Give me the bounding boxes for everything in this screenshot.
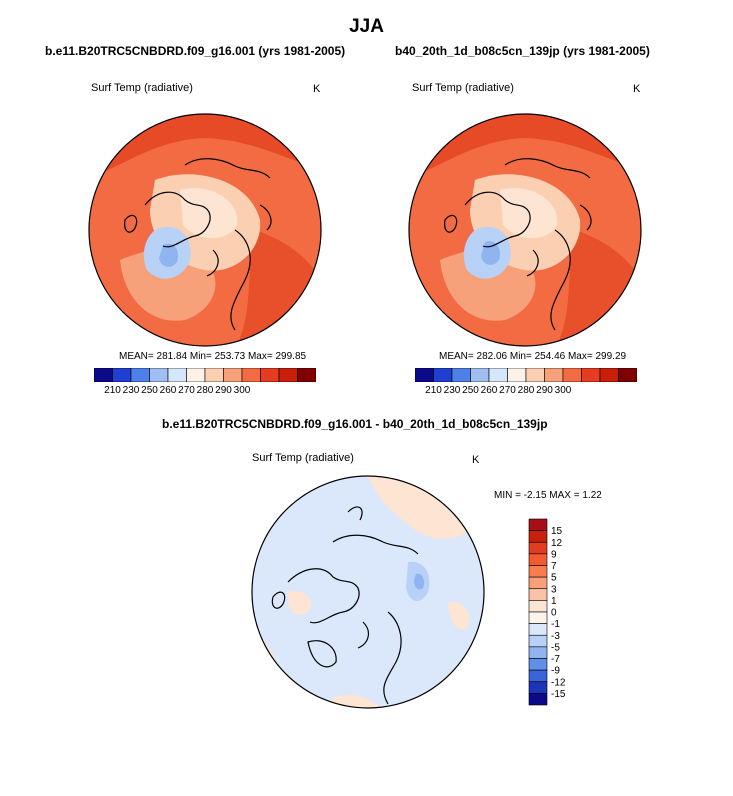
right-colorbar-swatch: [414, 367, 434, 383]
left-colorbar-tick-label: 210: [104, 385, 121, 396]
diff-colorbar-swatch: [528, 681, 548, 694]
diff-colorbar-tick-label: -9: [551, 666, 560, 677]
left-colorbar-swatch: [223, 367, 243, 383]
left-colorbar-swatch: [186, 367, 206, 383]
right-colorbar: [414, 367, 638, 387]
diff-colorbar-swatch: [528, 658, 548, 671]
diff-colorbar-tick-label: 3: [551, 584, 557, 595]
right-variable-label: Surf Temp (radiative): [412, 82, 514, 94]
diff-colorbar-tick-label: -7: [551, 654, 560, 665]
left-colorbar-swatch: [204, 367, 224, 383]
diff-colorbar-swatch: [528, 541, 548, 555]
left-colorbar-tick-label: 290: [215, 385, 232, 396]
right-colorbar-tick-label: 270: [499, 385, 516, 396]
left-colorbar-swatch: [93, 367, 113, 383]
left-stats: MEAN= 281.84 Min= 253.73 Max= 299.85: [119, 351, 307, 362]
right-colorbar-tick-label: 250: [462, 385, 479, 396]
diff-colorbar-tick-label: -15: [551, 689, 566, 700]
diff-colorbar-swatch: [528, 646, 548, 659]
diff-colorbar-swatch: [528, 588, 548, 601]
left-variable-label: Surf Temp (radiative): [91, 82, 193, 94]
left-colorbar-tick-label: 250: [141, 385, 158, 396]
diff-units-label: K: [472, 454, 480, 466]
right-colorbar-swatch: [507, 367, 527, 383]
diff-colorbar-swatch: [528, 669, 548, 683]
left-colorbar-swatch: [297, 367, 317, 383]
diff-case-title: b.e11.B20TRC5CNBDRD.f09_g16.001 - b40_20…: [162, 417, 548, 431]
diff-colorbar-tick-label: 9: [551, 549, 557, 560]
left-colorbar-tick-label: 300: [233, 385, 251, 396]
diff-colorbar-tick-label: 5: [551, 573, 557, 584]
left-colorbar-swatch: [278, 367, 298, 383]
left-colorbar-swatches: [93, 367, 317, 383]
diff-colorbar-swatch: [528, 634, 548, 648]
diff-colorbar-tick-label: 0: [551, 608, 557, 619]
right-colorbar-swatch: [599, 367, 619, 383]
right-polar-map: [408, 113, 642, 347]
diff-colorbar-swatch: [528, 565, 548, 578]
left-colorbar-tick-label: 280: [196, 385, 214, 396]
left-colorbar-tick-label: 260: [159, 385, 177, 396]
right-colorbar-swatch: [544, 367, 564, 383]
diff-colorbar-swatch: [528, 623, 548, 636]
diff-colorbar-swatch: [528, 518, 548, 531]
diff-colorbar-swatch: [528, 693, 548, 706]
diff-colorbar-swatch: [528, 611, 548, 624]
right-colorbar-swatch: [488, 367, 508, 383]
diff-colorbar-tick-label: 7: [551, 561, 557, 572]
left-units-label: K: [313, 83, 321, 95]
left-colorbar-swatch: [112, 367, 132, 383]
right-colorbar-swatch: [562, 367, 582, 383]
right-stats: MEAN= 282.06 Min= 254.46 Max= 299.29: [439, 351, 627, 362]
diff-colorbar-tick-label: 12: [551, 538, 563, 549]
diff-colorbar-tick-label: -1: [551, 619, 560, 630]
diff-variable-label: Surf Temp (radiative): [252, 452, 354, 464]
left-colorbar: [93, 367, 317, 387]
right-case-title: b40_20th_1d_b08c5cn_139jp (yrs 1981-2005…: [395, 44, 650, 58]
diff-colorbar-tick-label: -5: [551, 642, 560, 653]
right-colorbar-swatch: [451, 367, 471, 383]
right-colorbar-swatch: [470, 367, 490, 383]
right-colorbar-swatch: [525, 367, 545, 383]
diff-colorbar-swatch: [528, 530, 548, 543]
right-units-label: K: [633, 83, 641, 95]
diff-colorbar-swatch: [528, 553, 548, 566]
left-colorbar-tick-label: 270: [178, 385, 195, 396]
left-colorbar-swatch: [241, 367, 261, 383]
right-colorbar-swatches: [414, 367, 638, 383]
left-colorbar-labels: 210 230 250 260 270 280 290 300: [94, 385, 316, 399]
right-colorbar-swatch: [618, 367, 638, 383]
left-colorbar-swatch: [167, 367, 187, 383]
left-colorbar-swatch: [260, 367, 280, 383]
figure-title: JJA: [349, 16, 384, 37]
diff-colorbar-tick-label: 1: [551, 596, 557, 607]
left-case-title: b.e11.B20TRC5CNBDRD.f09_g16.001 (yrs 198…: [45, 44, 346, 58]
diff-stats: MIN = -2.15 MAX = 1.22: [494, 490, 602, 501]
right-colorbar-tick-label: 280: [517, 385, 535, 396]
diff-colorbar-tick-label: -3: [551, 631, 560, 642]
right-colorbar-swatch: [581, 367, 601, 383]
right-colorbar-swatch: [433, 367, 453, 383]
right-colorbar-tick-label: 300: [554, 385, 572, 396]
right-colorbar-tick-label: 210: [425, 385, 442, 396]
right-colorbar-tick-label: 260: [480, 385, 498, 396]
left-colorbar-swatch: [149, 367, 169, 383]
right-colorbar-tick-label: 230: [443, 385, 461, 396]
left-colorbar-swatch: [130, 367, 150, 383]
diff-colorbar-tick-label: -12: [551, 677, 566, 688]
right-colorbar-labels: 210 230 250 260 270 280 290 300: [415, 385, 637, 399]
left-polar-map: [88, 113, 322, 347]
right-colorbar-tick-label: 290: [536, 385, 553, 396]
diff-colorbar-tick-label: 15: [551, 526, 563, 537]
diff-colorbar-swatch: [528, 600, 548, 613]
diff-polar-map: [251, 475, 485, 709]
diff-colorbar-swatch: [528, 576, 548, 590]
left-colorbar-tick-label: 230: [122, 385, 140, 396]
